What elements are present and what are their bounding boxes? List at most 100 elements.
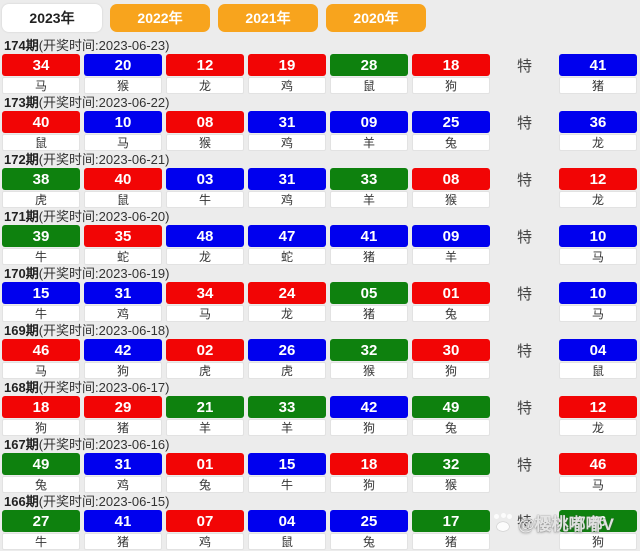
zodiac-label: 龙 [166,248,244,265]
zodiac-label: 牛 [2,533,80,550]
zodiac-label: 马 [2,362,80,379]
number-cell: 31 鸡 [84,282,162,322]
number-box: 09 [412,225,490,247]
zodiac-label: 牛 [166,191,244,208]
special-number-box: 04 [559,339,637,361]
draw-time-label: (开奖时间:2023-06-15) [38,494,170,509]
number-cell: 18 狗 [2,396,80,436]
number-box: 40 [2,111,80,133]
year-tab-2021[interactable]: 2021年 [218,4,318,32]
zodiac-label: 蛇 [84,248,162,265]
draw-time-label: (开奖时间:2023-06-21) [38,152,170,167]
number-box: 41 [84,510,162,532]
zodiac-label: 狗 [412,77,490,94]
special-zodiac-label: 马 [559,248,637,265]
number-cell: 35 蛇 [84,225,162,265]
special-number-box: 46 [559,453,637,475]
number-box: 26 [248,339,326,361]
number-box: 49 [2,453,80,475]
number-box: 15 [2,282,80,304]
number-box: 41 [330,225,408,247]
number-box: 27 [2,510,80,532]
zodiac-label: 马 [2,77,80,94]
number-box: 08 [412,168,490,190]
period-label: 166期 [4,494,39,509]
number-cell: 41 猪 [330,225,408,265]
number-cell: 31 鸡 [84,453,162,493]
draw-row: 169期(开奖时间:2023-06-18) 46 马 42 狗 02 虎 26 … [0,323,640,380]
te-label: 特 [516,285,532,303]
zodiac-label: 狗 [330,419,408,436]
numbers-grid: 49 兔 31 鸡 01 兔 15 牛 18 狗 32 猴 [0,453,640,493]
year-tab-2022[interactable]: 2022年 [110,4,210,32]
number-cell: 38 虎 [2,168,80,208]
draw-row: 174期(开奖时间:2023-06-23) 34 马 20 猴 12 龙 19 … [0,38,640,95]
number-box: 42 [84,339,162,361]
draw-row: 172期(开奖时间:2023-06-21) 38 虎 40 鼠 03 牛 31 … [0,152,640,209]
number-cell: 41 猪 [84,510,162,550]
te-label: 特 [516,114,532,132]
special-number-cell: 46 马 [559,453,637,493]
number-box: 33 [248,396,326,418]
period-label: 172期 [4,152,39,167]
zodiac-label: 羊 [248,419,326,436]
number-box: 31 [248,168,326,190]
draw-time-label: (开奖时间:2023-06-20) [38,209,170,224]
zodiac-label: 马 [166,305,244,322]
draw-period-header: 171期(开奖时间:2023-06-20) [0,209,640,224]
te-label: 特 [516,513,532,531]
number-box: 10 [84,111,162,133]
period-label: 174期 [4,38,39,53]
number-cell: 30 狗 [412,339,490,379]
number-box: 25 [412,111,490,133]
number-box: 04 [248,510,326,532]
te-label: 特 [516,57,532,75]
number-box: 05 [330,282,408,304]
special-zodiac-label: 马 [559,476,637,493]
number-cell: 28 鼠 [330,54,408,94]
number-cell: 25 兔 [412,111,490,151]
number-box: 47 [248,225,326,247]
numbers-grid: 39 牛 35 蛇 48 龙 47 蛇 41 猪 09 羊 [0,225,640,265]
number-box: 01 [412,282,490,304]
zodiac-label: 羊 [330,134,408,151]
number-box: 03 [166,168,244,190]
zodiac-label: 牛 [2,248,80,265]
number-box: 20 [84,54,162,76]
numbers-grid: 46 马 42 狗 02 虎 26 虎 32 猴 30 狗 [0,339,640,379]
zodiac-label: 龙 [248,305,326,322]
zodiac-label: 猴 [84,77,162,94]
draw-row: 170期(开奖时间:2023-06-19) 15 牛 31 鸡 34 马 24 … [0,266,640,323]
zodiac-label: 狗 [2,419,80,436]
period-label: 173期 [4,95,39,110]
number-box: 18 [2,396,80,418]
number-box: 09 [330,111,408,133]
zodiac-label: 猪 [84,533,162,550]
numbers-grid: 38 虎 40 鼠 03 牛 31 鸡 33 羊 08 猴 [0,168,640,208]
zodiac-label: 狗 [84,362,162,379]
number-box: 18 [330,453,408,475]
special-zodiac-label: 龙 [559,419,637,436]
te-label: 特 [516,342,532,360]
numbers-grid: 27 牛 41 猪 07 鸡 04 鼠 25 兔 17 猪 [0,510,640,550]
number-cell: 03 牛 [166,168,244,208]
number-cell: 15 牛 [2,282,80,322]
year-tab-2020[interactable]: 2020年 [326,4,426,32]
special-number-box: 06 [559,510,637,532]
year-tab-2023[interactable]: 2023年 [2,4,102,32]
number-box: 17 [412,510,490,532]
zodiac-label: 兔 [166,476,244,493]
number-cell: 46 马 [2,339,80,379]
zodiac-label: 猴 [412,191,490,208]
number-box: 08 [166,111,244,133]
number-box: 38 [2,168,80,190]
zodiac-label: 猪 [84,419,162,436]
draw-period-header: 167期(开奖时间:2023-06-16) [0,437,640,452]
zodiac-label: 鸡 [166,533,244,550]
zodiac-label: 牛 [248,476,326,493]
number-box: 02 [166,339,244,361]
period-label: 168期 [4,380,39,395]
number-cell: 20 猴 [84,54,162,94]
number-cell: 40 鼠 [2,111,80,151]
number-box: 42 [330,396,408,418]
